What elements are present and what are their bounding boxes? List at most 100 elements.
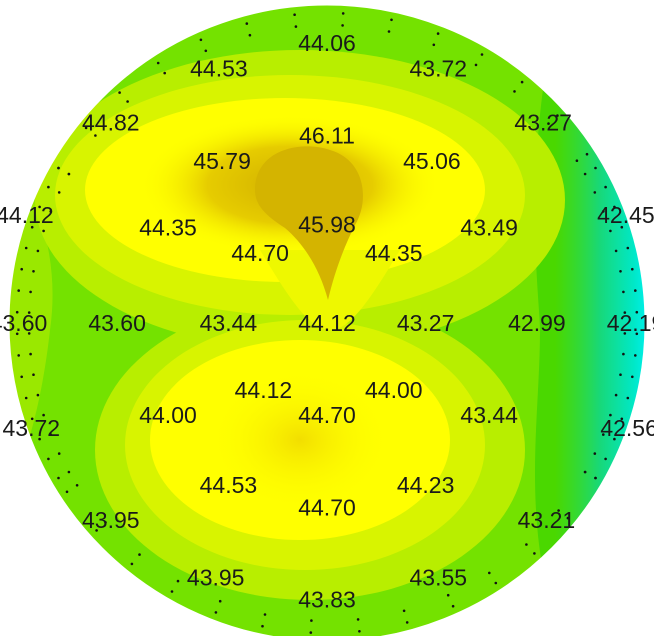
probe-dot <box>557 509 560 512</box>
value-labels: 44.06 44.53 43.72 44.82 43.27 46.11 45.79 45.06… <box>0 30 654 613</box>
value-label: 44.53 <box>200 472 258 498</box>
value-label: 44.06 <box>298 30 356 56</box>
value-label: 44.12 <box>0 202 54 228</box>
probe-dot <box>594 166 597 170</box>
value-label: 42.99 <box>508 310 566 336</box>
probe-dot <box>199 38 203 42</box>
probe-dot <box>614 249 618 253</box>
probe-dot <box>513 90 516 93</box>
probe-dot <box>104 521 107 524</box>
probe-dot <box>32 270 35 273</box>
probe-dot <box>218 599 222 603</box>
probe-dot <box>594 476 597 480</box>
probe-dot <box>620 417 624 421</box>
probe-dot <box>604 457 607 461</box>
value-label: 45.98 <box>298 211 356 237</box>
probe-dot <box>309 631 313 634</box>
probe-dot <box>341 24 344 27</box>
probe-dot <box>17 354 21 357</box>
value-label: 42.56 <box>600 415 654 441</box>
probe-dot <box>57 452 61 455</box>
probe-dot <box>619 270 622 273</box>
probe-dot <box>556 114 559 117</box>
value-label: 43.60 <box>88 310 146 336</box>
probe-dot <box>622 352 625 356</box>
probe-dot <box>525 543 528 546</box>
probe-dot <box>263 613 267 616</box>
value-label: 43.27 <box>514 110 572 136</box>
value-label: 44.12 <box>235 377 293 403</box>
probe-dot <box>30 417 34 421</box>
probe-dot <box>84 126 88 130</box>
probe-dot <box>356 618 360 621</box>
probe-dot <box>474 63 478 67</box>
probe-dot <box>176 579 180 583</box>
probe-dot <box>583 470 587 474</box>
probe-dot <box>170 590 174 593</box>
probe-dot <box>126 100 129 103</box>
probe-dot <box>533 552 536 555</box>
probe-dot <box>49 433 52 436</box>
probe-dot <box>619 373 622 377</box>
probe-dot <box>204 49 208 53</box>
value-label: 43.27 <box>397 310 455 336</box>
probe-dot <box>95 529 98 532</box>
probe-dot <box>432 43 436 47</box>
probe-dot <box>387 30 391 33</box>
probe-dot <box>602 210 605 213</box>
value-label: 44.70 <box>298 494 356 520</box>
probe-dot <box>575 159 579 162</box>
probe-dot <box>57 166 60 170</box>
value-label: 44.12 <box>298 310 356 336</box>
probe-dot <box>20 267 24 271</box>
probe-dot <box>436 32 440 35</box>
probe-dot <box>29 352 32 356</box>
probe-dot <box>65 490 69 494</box>
probe-dot <box>293 13 296 16</box>
probe-dot <box>138 553 141 556</box>
probe-dot <box>635 310 639 314</box>
probe-dot <box>38 205 41 209</box>
probe-dot <box>547 122 550 125</box>
value-label: 44.35 <box>365 240 423 266</box>
probe-dot <box>17 289 21 292</box>
probe-dot <box>261 624 264 628</box>
value-label: 44.82 <box>82 110 140 136</box>
probe-dot <box>29 290 32 294</box>
probe-dot <box>613 437 616 441</box>
probe-dot <box>358 630 361 633</box>
value-label: 43.55 <box>410 564 468 590</box>
probe-dot <box>634 354 637 357</box>
contour-band-upper-peak <box>255 146 363 300</box>
probe-dot <box>626 396 630 400</box>
probe-dot <box>480 53 484 56</box>
probe-dot <box>47 185 50 189</box>
probe-dot <box>27 311 31 314</box>
probe-dot <box>631 267 634 271</box>
value-label: 42.19 <box>607 310 654 336</box>
value-label: 43.95 <box>82 507 140 533</box>
probe-dot <box>626 246 630 250</box>
probe-dot <box>75 484 79 487</box>
probe-dot <box>27 332 31 335</box>
map-boundary <box>8 4 646 636</box>
value-label: 44.53 <box>190 56 248 82</box>
value-label: 44.70 <box>231 240 289 266</box>
probe-dot <box>566 516 570 520</box>
probe-dot <box>24 396 28 400</box>
value-label: 44.70 <box>298 402 356 428</box>
probe-dot <box>604 185 607 189</box>
value-label: 44.23 <box>397 472 455 498</box>
probe-dot <box>494 581 498 585</box>
probe-dot <box>609 229 612 233</box>
probe-dot <box>635 332 639 336</box>
probe-dot <box>294 25 298 28</box>
probe-dot <box>42 229 45 233</box>
value-label: 43.60 <box>0 310 47 336</box>
probe-dot <box>36 249 40 253</box>
probe-dot <box>402 609 406 613</box>
probe-dot <box>67 470 71 474</box>
probe-dot <box>620 225 624 229</box>
